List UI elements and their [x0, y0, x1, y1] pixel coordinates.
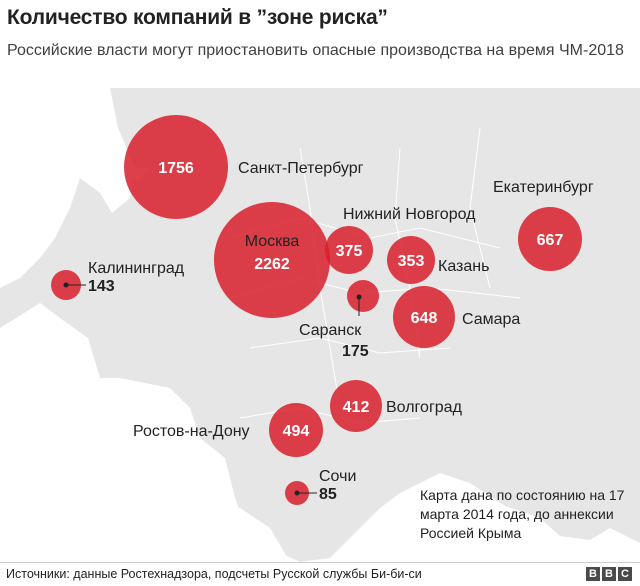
- value-yekaterinburg: 667: [537, 232, 564, 249]
- bubble-yekaterinburg[interactable]: [518, 207, 582, 271]
- value-sochi: 85: [319, 486, 337, 503]
- label-volgograd: Волгоград: [386, 399, 463, 416]
- label-nizhny-novgorod: Нижний Новгород: [343, 206, 476, 223]
- bbc-logo-letter: B: [586, 567, 600, 581]
- label-kazan: Казань: [438, 258, 489, 275]
- bubble-samara[interactable]: [393, 286, 455, 348]
- label-rostov: Ростов-на-Дону: [133, 423, 250, 440]
- bubble-map: 1756 Санкт-Петербург Москва 2262 375 Ниж…: [0, 88, 640, 562]
- page-title: Количество компаний в ”зоне риска”: [7, 6, 388, 29]
- label-saint-petersburg: Санкт-Петербург: [238, 160, 364, 177]
- label-saransk: Саранск: [299, 322, 362, 339]
- page-subtitle: Российские власти могут приостановить оп…: [7, 42, 624, 59]
- baltic-sea: [0, 88, 135, 288]
- label-yekaterinburg: Екатеринбург: [493, 179, 594, 196]
- value-moscow: 2262: [254, 256, 290, 273]
- bubble-nizhny-novgorod[interactable]: [325, 226, 373, 274]
- bubble-kazan[interactable]: [387, 236, 435, 284]
- source-text: Источники: данные Ростехнадзора, подсчет…: [6, 567, 422, 581]
- value-saransk: 175: [342, 343, 369, 360]
- map-date-note: Карта дана по состоянию на 17 марта 2014…: [420, 487, 625, 541]
- value-kaliningrad: 143: [88, 278, 115, 295]
- bubble-volgograd[interactable]: [330, 380, 382, 432]
- label-samara: Самара: [462, 311, 520, 328]
- bbc-logo: B B C: [586, 567, 632, 581]
- bbc-logo-letter: B: [602, 567, 616, 581]
- value-nizhny-novgorod: 375: [336, 243, 363, 260]
- value-kazan: 353: [398, 253, 425, 270]
- bubble-rostov[interactable]: [269, 403, 323, 457]
- bubble-layer: 1756 Санкт-Петербург Москва 2262 375 Ниж…: [51, 115, 594, 505]
- bbc-logo-letter: C: [618, 567, 632, 581]
- value-samara: 648: [411, 310, 438, 327]
- bubble-saint-petersburg[interactable]: [124, 115, 228, 219]
- label-moscow: Москва: [245, 233, 300, 250]
- value-saint-petersburg: 1756: [158, 160, 194, 177]
- value-volgograd: 412: [343, 399, 370, 416]
- label-sochi: Сочи: [319, 468, 356, 485]
- caspian-sea: [400, 488, 460, 562]
- bubble-moscow[interactable]: [214, 202, 330, 318]
- value-rostov: 494: [283, 423, 310, 440]
- footer: Источники: данные Ростехнадзора, подсчет…: [0, 562, 640, 586]
- bubble-saransk[interactable]: [347, 280, 379, 312]
- label-kaliningrad: Калининград: [88, 260, 185, 277]
- black-sea: [150, 498, 290, 562]
